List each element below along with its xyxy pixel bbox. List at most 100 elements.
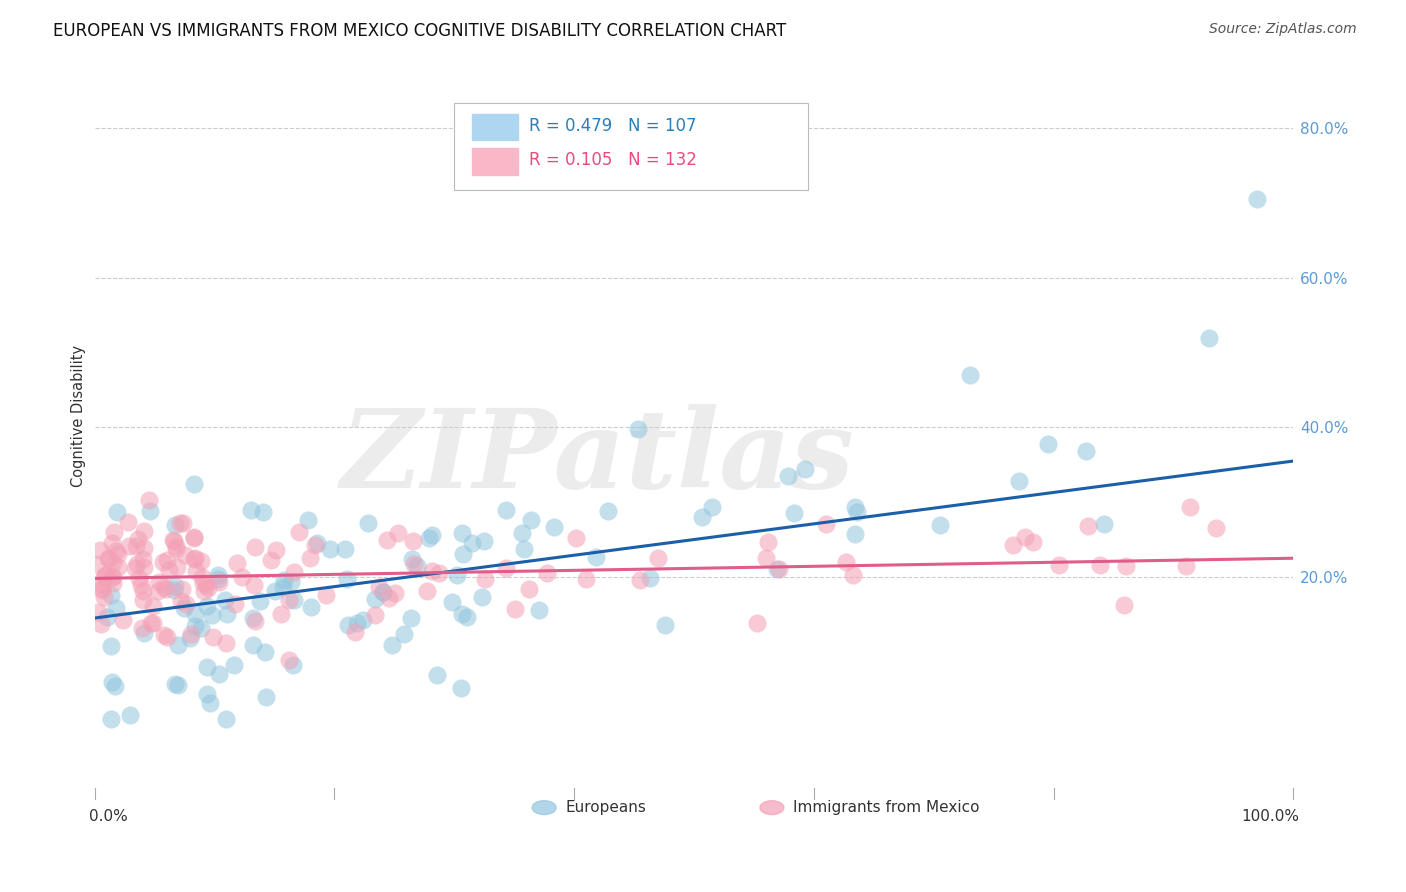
Point <box>690 509 713 524</box>
Point <box>208 575 231 590</box>
Point <box>131 583 153 598</box>
Point <box>418 531 440 545</box>
Text: 0.0%: 0.0% <box>89 809 128 824</box>
Point <box>183 531 205 545</box>
Point <box>86 605 108 619</box>
Point <box>141 615 163 630</box>
Point <box>446 568 468 582</box>
Point <box>654 617 676 632</box>
Point <box>1001 538 1024 552</box>
Point <box>278 592 301 607</box>
Point <box>402 557 425 571</box>
Point <box>768 562 790 576</box>
Point <box>305 536 328 550</box>
Point <box>118 540 141 554</box>
Point <box>263 584 285 599</box>
Point <box>1088 558 1111 572</box>
Point <box>104 601 127 615</box>
Point <box>104 544 127 558</box>
Point <box>208 667 231 681</box>
Point <box>172 582 194 596</box>
Point <box>191 570 214 584</box>
Point <box>264 543 287 558</box>
Point <box>527 603 550 617</box>
Point <box>381 638 404 652</box>
Point <box>243 540 266 554</box>
Point <box>260 553 283 567</box>
Point <box>420 564 443 578</box>
Point <box>100 675 122 690</box>
FancyBboxPatch shape <box>454 103 808 190</box>
Point <box>356 516 378 530</box>
Point <box>283 592 305 607</box>
Point <box>173 600 195 615</box>
Point <box>842 568 865 582</box>
Point <box>470 590 492 604</box>
Point <box>242 611 264 625</box>
Point <box>148 575 170 590</box>
Point <box>215 607 238 622</box>
Point <box>132 541 155 556</box>
Point <box>107 559 129 574</box>
Point <box>519 513 541 527</box>
Point <box>117 516 139 530</box>
Point <box>101 569 124 583</box>
Point <box>132 625 155 640</box>
Text: ZIPatlas: ZIPatlas <box>342 404 855 512</box>
Point <box>270 607 292 622</box>
Point <box>297 513 319 527</box>
Point <box>94 567 117 582</box>
Point <box>367 580 389 594</box>
Point <box>336 572 359 586</box>
Point <box>190 553 212 567</box>
Point <box>195 578 218 592</box>
Text: Immigrants from Mexico: Immigrants from Mexico <box>793 800 980 815</box>
Point <box>97 551 120 566</box>
Point <box>155 553 177 567</box>
Point <box>100 712 122 726</box>
Point <box>172 516 194 530</box>
Point <box>1022 534 1045 549</box>
Point <box>519 582 541 596</box>
Point <box>190 621 212 635</box>
Point <box>451 526 474 541</box>
Point <box>107 548 129 562</box>
Point <box>193 584 215 599</box>
Point <box>96 569 118 583</box>
Point <box>375 533 398 547</box>
Point <box>384 586 406 600</box>
Point <box>100 588 122 602</box>
Point <box>155 630 177 644</box>
Point <box>252 505 274 519</box>
Point <box>191 576 214 591</box>
Point <box>461 536 484 550</box>
Point <box>426 668 449 682</box>
Point <box>184 551 207 566</box>
Point <box>165 580 187 594</box>
Point <box>283 565 305 579</box>
FancyBboxPatch shape <box>472 148 517 175</box>
Point <box>333 542 356 557</box>
Point <box>207 572 229 586</box>
Point <box>101 556 124 570</box>
Point <box>180 627 202 641</box>
Point <box>91 581 114 595</box>
Point <box>1076 444 1098 458</box>
Point <box>1112 598 1135 612</box>
Point <box>166 638 188 652</box>
Point <box>202 631 225 645</box>
Point <box>183 607 205 621</box>
Point <box>647 550 669 565</box>
Point <box>163 677 186 691</box>
Point <box>543 519 565 533</box>
Point <box>304 538 326 552</box>
Point <box>167 677 190 691</box>
Text: 100.0%: 100.0% <box>1241 809 1299 824</box>
Point <box>157 563 180 577</box>
Point <box>183 551 205 566</box>
Point <box>129 578 152 592</box>
Point <box>231 570 253 584</box>
Point <box>93 570 115 584</box>
Point <box>627 422 650 436</box>
Point <box>1198 331 1220 345</box>
